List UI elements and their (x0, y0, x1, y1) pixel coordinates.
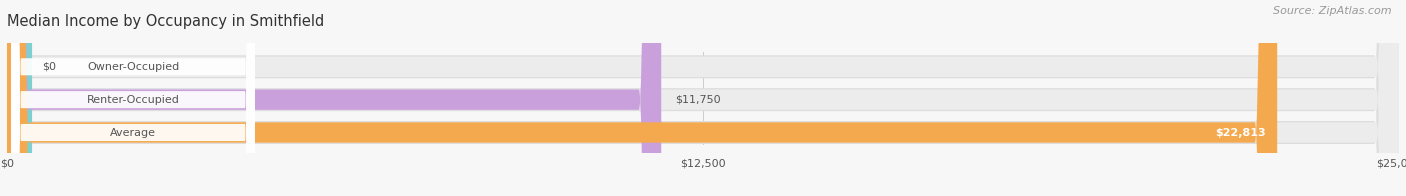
FancyBboxPatch shape (11, 0, 254, 196)
Text: Median Income by Occupancy in Smithfield: Median Income by Occupancy in Smithfield (7, 14, 325, 29)
Text: Owner-Occupied: Owner-Occupied (87, 62, 179, 72)
FancyBboxPatch shape (7, 0, 661, 196)
FancyBboxPatch shape (7, 0, 32, 196)
Text: $11,750: $11,750 (675, 95, 721, 105)
Text: Renter-Occupied: Renter-Occupied (87, 95, 180, 105)
Text: Source: ZipAtlas.com: Source: ZipAtlas.com (1274, 6, 1392, 16)
Text: Average: Average (110, 128, 156, 138)
FancyBboxPatch shape (7, 0, 1399, 196)
FancyBboxPatch shape (7, 0, 1399, 196)
FancyBboxPatch shape (7, 0, 1399, 196)
FancyBboxPatch shape (7, 0, 1399, 196)
FancyBboxPatch shape (7, 0, 1399, 196)
FancyBboxPatch shape (11, 0, 254, 196)
FancyBboxPatch shape (11, 0, 254, 196)
FancyBboxPatch shape (7, 0, 1399, 196)
Text: $22,813: $22,813 (1215, 128, 1265, 138)
FancyBboxPatch shape (7, 0, 1277, 196)
Text: $0: $0 (42, 62, 56, 72)
